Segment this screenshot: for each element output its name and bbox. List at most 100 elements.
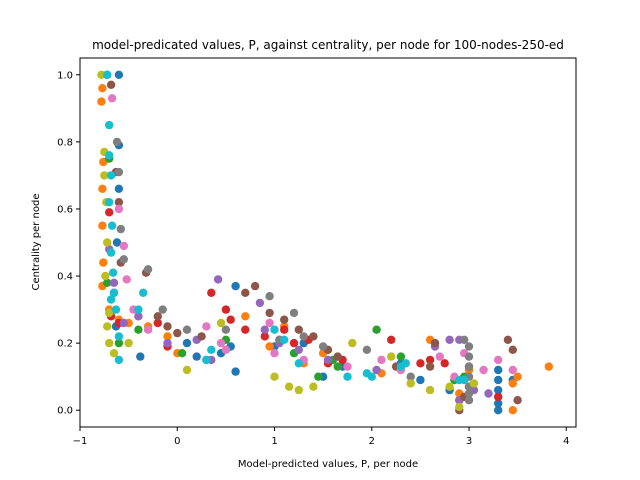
data-point: [105, 198, 114, 207]
data-point: [250, 281, 260, 291]
data-point: [114, 355, 124, 365]
data-point: [105, 208, 114, 217]
data-point: [109, 349, 119, 358]
data-point: [503, 335, 513, 344]
data-point: [416, 359, 425, 368]
data-point: [508, 379, 517, 388]
data-point: [116, 224, 126, 234]
data-point: [207, 288, 216, 297]
chart-title: model-predicated values, P, against cent…: [92, 38, 564, 52]
data-point: [494, 375, 503, 385]
y-tick-label: 0.0: [57, 406, 73, 417]
data-point: [396, 352, 406, 361]
data-point: [513, 372, 522, 381]
data-point: [105, 151, 114, 160]
data-point: [106, 248, 116, 257]
data-point: [114, 167, 124, 177]
data-point: [464, 362, 474, 371]
data-point: [134, 312, 143, 321]
data-point: [425, 385, 435, 395]
data-point: [241, 312, 250, 321]
x-tick-label: 0: [174, 436, 180, 447]
data-point: [163, 338, 172, 348]
data-point: [158, 305, 167, 314]
x-tick-label: 1: [271, 436, 277, 447]
data-point: [440, 359, 449, 368]
data-point: [226, 315, 235, 324]
data-point: [294, 385, 303, 395]
data-point: [143, 325, 153, 334]
data-point: [430, 338, 440, 348]
data-point: [494, 406, 503, 415]
data-point: [513, 396, 522, 405]
data-point: [255, 298, 265, 308]
data-point: [111, 305, 121, 314]
x-axis-label: Model-predicted values, P, per node: [238, 459, 418, 470]
data-point: [494, 355, 503, 365]
data-point: [105, 338, 114, 348]
data-point: [348, 338, 357, 348]
data-point: [114, 338, 124, 348]
data-point: [98, 184, 107, 193]
data-point: [103, 238, 112, 247]
x-tick-label: 4: [563, 436, 569, 447]
data-point: [114, 184, 124, 193]
data-point: [97, 70, 106, 80]
data-point: [362, 345, 372, 354]
data-point: [134, 325, 143, 334]
data-point: [124, 338, 133, 348]
data-point: [153, 318, 162, 328]
data-point: [377, 355, 386, 365]
data-point: [106, 171, 116, 180]
data-point: [260, 325, 269, 334]
data-point: [207, 345, 216, 354]
data-point: [98, 84, 107, 93]
x-tick-label: 2: [369, 436, 375, 447]
data-point: [163, 322, 172, 331]
data-point: [134, 305, 143, 314]
data-point: [265, 342, 274, 351]
data-point: [333, 362, 342, 371]
data-point: [406, 372, 415, 381]
data-point: [387, 335, 396, 344]
data-point: [101, 271, 110, 281]
data-point: [280, 325, 289, 334]
data-point: [343, 362, 352, 371]
data-point: [182, 338, 192, 348]
data-point: [294, 345, 303, 354]
data-point: [106, 80, 116, 90]
data-point: [416, 375, 425, 385]
data-point: [445, 335, 454, 344]
data-point: [406, 379, 415, 388]
data-point: [108, 268, 118, 277]
data-point: [260, 332, 269, 341]
data-point: [455, 402, 464, 412]
data-point: [464, 389, 474, 398]
data-point: [107, 221, 117, 230]
data-point: [318, 342, 328, 351]
data-point: [119, 241, 128, 251]
data-point: [231, 281, 240, 291]
data-point: [367, 372, 376, 381]
data-point: [109, 288, 119, 297]
data-point: [494, 385, 503, 395]
data-point: [106, 295, 116, 304]
data-point: [460, 375, 469, 385]
data-point: [143, 265, 153, 274]
data-point: [544, 362, 553, 371]
data-point: [221, 325, 231, 334]
x-axis-ticks: −1 0 1 2 3 4: [73, 427, 569, 447]
data-point: [119, 318, 128, 328]
data-point: [114, 204, 124, 214]
data-point: [100, 171, 109, 180]
data-point: [98, 221, 107, 230]
data-point: [479, 365, 488, 375]
data-point: [508, 406, 517, 415]
data-point: [105, 120, 114, 130]
data-point: [241, 288, 250, 297]
data-point: [464, 396, 474, 405]
data-point: [192, 352, 201, 361]
data-point: [136, 352, 145, 361]
